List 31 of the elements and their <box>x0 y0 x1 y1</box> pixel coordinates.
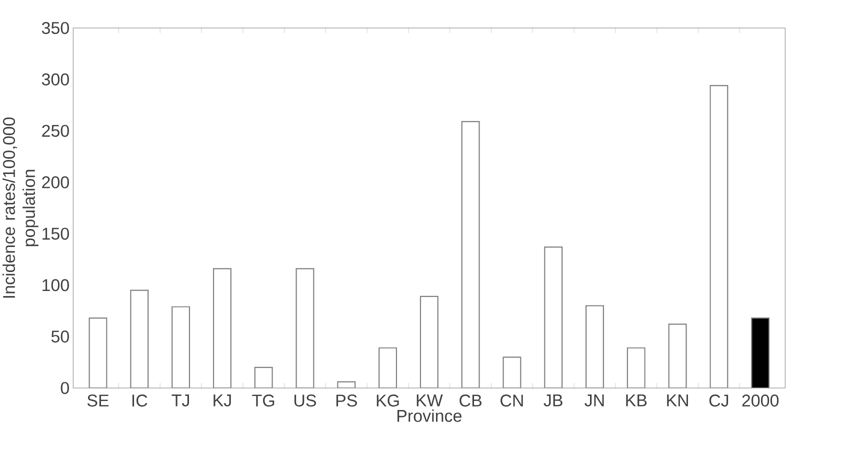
y-tick-label: 50 <box>51 330 69 343</box>
x-tick-label: JN <box>584 394 604 406</box>
x-tick-label: SE <box>87 394 109 407</box>
x-tick-label: US <box>294 394 316 407</box>
bar <box>212 268 232 388</box>
x-tick-label: KW <box>416 394 443 406</box>
x-tick-label: JB <box>544 394 562 406</box>
y-tick-label: 350 <box>42 22 69 34</box>
x-axis-title: Province <box>397 409 462 422</box>
x-tick-label: TJ <box>172 394 189 406</box>
y-tick-label: 0 <box>60 382 69 394</box>
y-tick-label: 100 <box>42 279 69 292</box>
x-tick-label: KN <box>667 394 688 406</box>
bar <box>88 318 108 388</box>
x-tick-label: KG <box>376 394 399 407</box>
y-tick-label: 250 <box>42 124 69 137</box>
x-tick-label: IC <box>132 394 148 407</box>
x-tick-label: PS <box>336 394 357 407</box>
x-tick-label: CJ <box>709 394 728 407</box>
x-tick-label: KJ <box>214 394 231 406</box>
y-axis-title: Incidence rates/100,000 population <box>2 117 38 298</box>
x-tick-label: KB <box>626 394 647 406</box>
bar <box>751 318 770 388</box>
x-tick-label: CN <box>500 394 523 407</box>
y-tick-label: 150 <box>42 228 69 240</box>
bar <box>586 305 604 388</box>
x-tick-label: CB <box>460 394 482 407</box>
y-tick-label: 300 <box>42 73 69 86</box>
x-tick-label: 2000 <box>742 394 779 407</box>
x-tick-label: TG <box>252 394 274 407</box>
y-tick-label: 200 <box>42 176 69 188</box>
